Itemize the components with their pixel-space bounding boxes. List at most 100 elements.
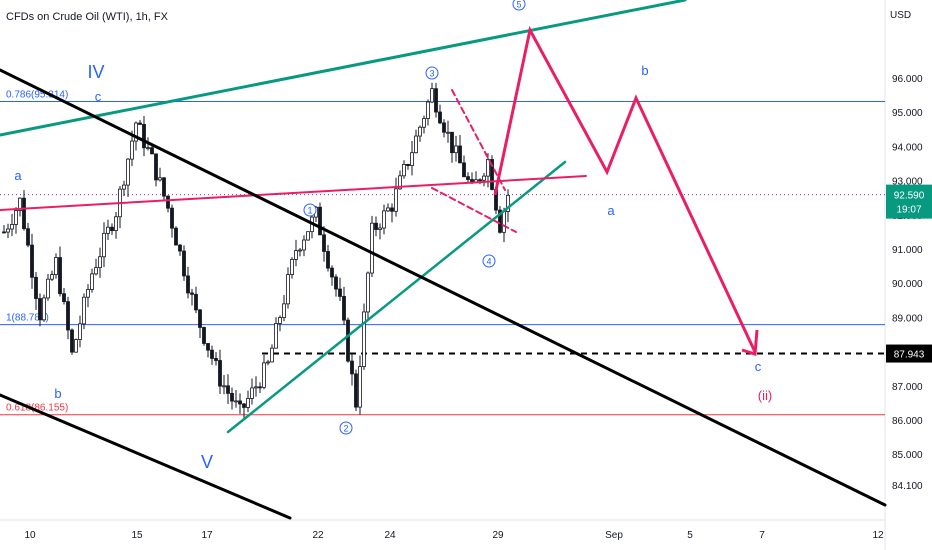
wedge-line-upper[interactable] (451, 89, 506, 191)
wave-label-v: V (201, 452, 213, 472)
fib-level-label: 0.786(95.314) (6, 89, 68, 100)
candle-body (398, 175, 402, 190)
descending-channel-line-lower[interactable] (0, 393, 292, 520)
candle-body (58, 257, 62, 295)
candle-body (370, 222, 374, 274)
candle-body (30, 244, 34, 278)
candle-body (438, 111, 442, 124)
rising-trendline[interactable] (226, 160, 567, 434)
candle-body (90, 273, 94, 290)
currency-label: USD (890, 10, 911, 21)
price-tick-label: 96.000 (892, 74, 923, 85)
candle-body (18, 197, 22, 211)
candle-body (178, 244, 182, 252)
candle-body (346, 319, 350, 362)
candle-body (102, 232, 106, 258)
candle-body (458, 145, 462, 164)
upper-channel-line[interactable] (0, 0, 687, 137)
projection-arrowhead (741, 329, 759, 356)
candle-body (402, 164, 406, 177)
candle-body (446, 131, 450, 134)
candle-body (22, 197, 26, 230)
candle-body (202, 327, 206, 344)
candle-body (358, 366, 362, 408)
candle-body (86, 289, 90, 298)
candle-body (426, 101, 430, 119)
candle-body (230, 393, 234, 402)
candle-body (198, 309, 202, 328)
candle-body (138, 122, 142, 125)
candle-body (262, 362, 266, 388)
time-tick-label: 5 (687, 530, 693, 541)
target-price-label: 87.943 (894, 350, 925, 361)
candle-body (410, 152, 414, 166)
candle-body (298, 249, 302, 252)
wave-label-a: a (14, 168, 22, 183)
candle-body (430, 88, 434, 103)
candle-body (414, 135, 418, 154)
candle-body (506, 194, 510, 212)
wave-label-b: b (54, 386, 61, 401)
candle-body (78, 323, 82, 340)
candle-body (54, 257, 58, 276)
descending-channel-line-upper[interactable] (0, 68, 887, 507)
wave-label-2: 2 (343, 424, 348, 434)
candle-body (106, 226, 110, 234)
wave-labels: IV c a b V 1 2 3 4 5 a b c (ii) (14, 0, 772, 472)
candle-body (210, 349, 214, 359)
trendlines[interactable] (0, 0, 887, 520)
candle-body (250, 387, 254, 399)
candle-body (462, 162, 466, 178)
candle-body (382, 210, 386, 229)
candle-body (166, 195, 170, 209)
wave-circle (425, 66, 439, 80)
price-tick-label: 95.000 (892, 108, 923, 119)
wave-label-c: c (95, 89, 102, 104)
red-trendline[interactable] (0, 175, 587, 211)
price-tick-label: 90.000 (892, 279, 923, 290)
wave-label-proj-b: b (641, 63, 648, 78)
wedge-line-lower[interactable] (431, 187, 517, 233)
chart-title: CFDs on Crude Oil (WTI), 1h, FX (6, 11, 169, 23)
candle-body (334, 276, 338, 290)
candle-body (266, 361, 270, 364)
candle-body (394, 188, 398, 212)
time-axis[interactable]: 10 15 17 22 24 29 Sep 5 7 12 (24, 530, 884, 541)
wave-label-proj-a: a (607, 203, 615, 218)
candle-body (322, 234, 326, 252)
price-tick-label: 91.000 (892, 245, 923, 256)
candles (2, 82, 510, 420)
candle-body (238, 400, 242, 405)
time-tick-label: 22 (312, 530, 324, 541)
candle-body (62, 293, 66, 303)
candle-body (294, 250, 298, 260)
price-axis[interactable]: 84.10085.00086.00087.00088.00089.00090.0… (892, 74, 923, 492)
candle-body (302, 239, 306, 251)
candle-body (390, 207, 394, 212)
wave-circle (512, 0, 526, 11)
candle-body (450, 131, 454, 154)
candle-body (70, 329, 74, 353)
fib-level-label: 0.618(86.155) (6, 403, 68, 414)
candle-body (330, 267, 334, 278)
wave-label-ii: (ii) (758, 388, 772, 403)
wave-circle (303, 203, 317, 217)
candle-body (258, 386, 262, 389)
candle-body (174, 227, 178, 246)
candle-body (82, 296, 86, 325)
wave-circle (339, 421, 353, 435)
projected-wave-path[interactable] (493, 25, 757, 353)
candle-body (374, 222, 378, 230)
candle-body (34, 276, 38, 299)
candle-body (162, 177, 166, 197)
wave-label-4: 4 (486, 257, 491, 267)
price-tick-label: 87.000 (892, 382, 923, 393)
candle-body (282, 303, 286, 318)
candle-body (486, 159, 490, 177)
candle-body (406, 164, 410, 166)
target-price-badge (886, 344, 932, 363)
candle-body (306, 231, 310, 241)
candle-body (42, 297, 46, 321)
candle-body (154, 153, 158, 181)
